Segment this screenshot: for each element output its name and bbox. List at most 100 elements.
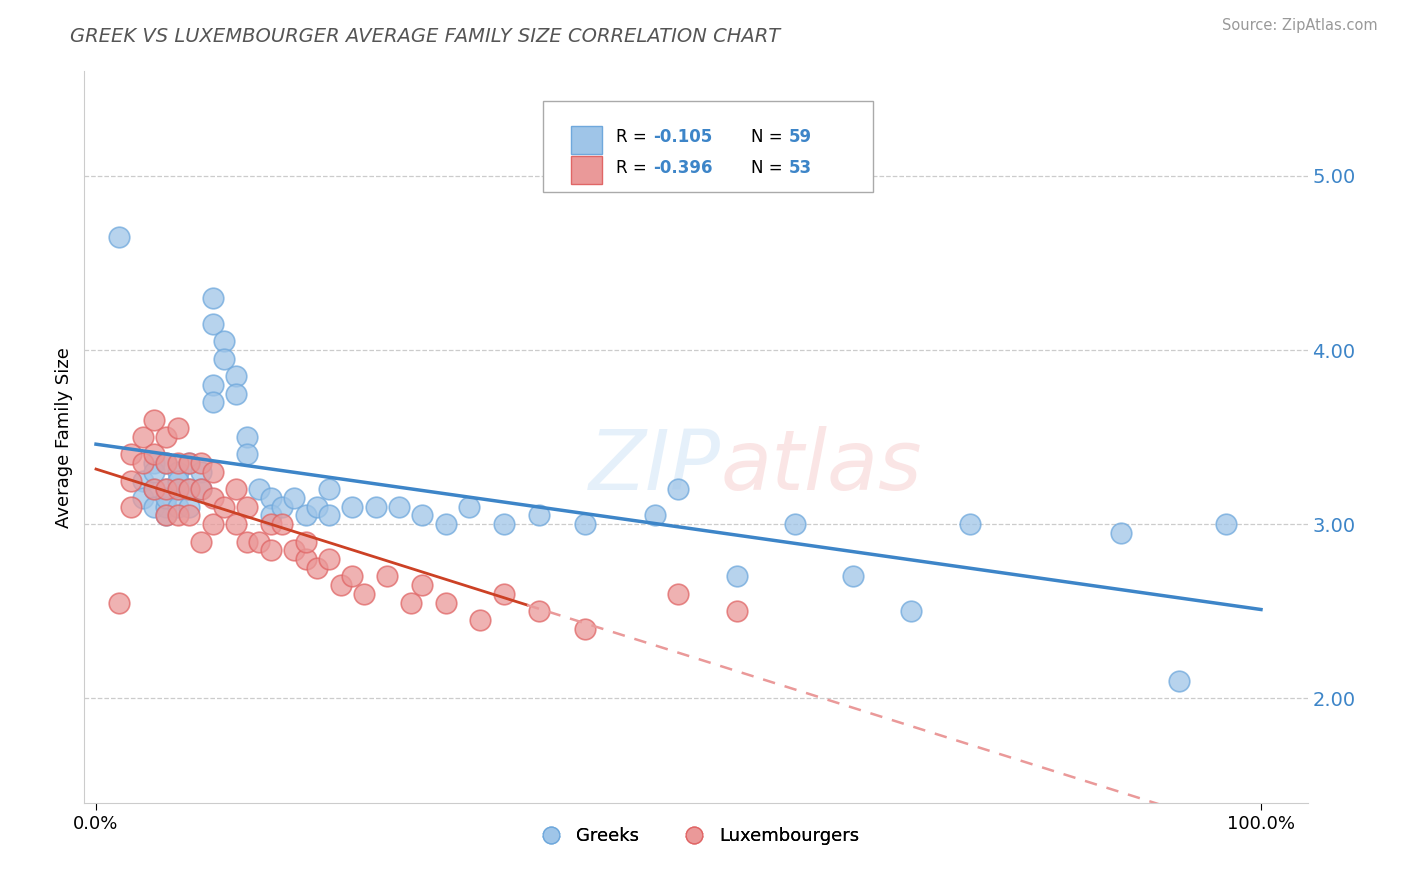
Greeks [668,483,690,497]
Luxembourgers [353,587,375,601]
Luxembourgers [155,508,177,523]
Luxembourgers [470,613,492,627]
Text: atlas: atlas [720,425,922,507]
Greeks [364,500,387,514]
Luxembourgers [201,491,224,505]
Greeks [179,500,201,514]
Greeks [166,483,188,497]
Luxembourgers [307,560,329,574]
Luxembourgers [166,508,188,523]
Luxembourgers [166,421,188,435]
Greeks [900,604,922,618]
Luxembourgers [399,595,422,609]
Greeks [143,456,166,470]
Greeks [155,508,177,523]
Greeks [457,500,479,514]
Greeks [842,569,865,583]
Greeks [166,465,188,479]
Luxembourgers [131,430,153,444]
Luxembourgers [190,534,212,549]
Luxembourgers [527,604,550,618]
Luxembourgers [190,483,212,497]
Greeks [236,448,259,462]
Luxembourgers [108,595,131,609]
Luxembourgers [725,604,748,618]
Luxembourgers [434,595,457,609]
Text: 53: 53 [789,159,813,177]
Greeks [318,483,340,497]
Greeks [212,351,235,366]
Luxembourgers [668,587,690,601]
Greeks [201,317,224,331]
Luxembourgers [143,483,166,497]
Luxembourgers [492,587,515,601]
Text: ZIP: ZIP [589,425,720,507]
Luxembourgers [120,448,142,462]
FancyBboxPatch shape [543,101,873,192]
Text: -0.105: -0.105 [654,128,713,146]
Greeks [201,377,224,392]
Luxembourgers [294,552,316,566]
Luxembourgers [201,465,224,479]
Greeks [725,569,748,583]
Luxembourgers [166,456,188,470]
Greeks [342,500,364,514]
Greeks [212,334,235,349]
Greeks [155,483,177,497]
Luxembourgers [236,500,259,514]
Greeks [166,474,188,488]
Greeks [166,500,188,514]
FancyBboxPatch shape [571,156,602,184]
Greeks [294,508,316,523]
Luxembourgers [179,456,201,470]
Greeks [411,508,433,523]
Greeks [434,517,457,532]
Greeks [190,465,212,479]
Greeks [247,483,270,497]
Greeks [783,517,806,532]
Greeks [179,456,201,470]
Luxembourgers [166,483,188,497]
Greeks [260,491,283,505]
Luxembourgers [143,448,166,462]
Luxembourgers [131,456,153,470]
Luxembourgers [260,517,283,532]
Greeks [271,500,294,514]
Luxembourgers [260,543,283,558]
Greeks [1109,525,1132,540]
Greeks [225,369,247,384]
Luxembourgers [190,456,212,470]
Greeks [201,291,224,305]
Luxembourgers [574,622,596,636]
Greeks [1215,517,1237,532]
Text: R =: R = [616,128,652,146]
Luxembourgers [342,569,364,583]
Text: Source: ZipAtlas.com: Source: ZipAtlas.com [1222,18,1378,33]
Greeks [131,474,153,488]
Text: GREEK VS LUXEMBOURGER AVERAGE FAMILY SIZE CORRELATION CHART: GREEK VS LUXEMBOURGER AVERAGE FAMILY SIZ… [70,27,780,45]
Greeks [201,395,224,409]
Luxembourgers [294,534,316,549]
Greeks [388,500,411,514]
Luxembourgers [225,517,247,532]
Greeks [179,483,201,497]
Text: N =: N = [751,128,787,146]
Luxembourgers [120,500,142,514]
Greeks [236,430,259,444]
Luxembourgers [236,534,259,549]
Luxembourgers [375,569,398,583]
Luxembourgers [179,508,201,523]
Luxembourgers [212,500,235,514]
Greeks [143,483,166,497]
Luxembourgers [201,517,224,532]
FancyBboxPatch shape [571,126,602,153]
Y-axis label: Average Family Size: Average Family Size [55,347,73,527]
Greeks [225,386,247,401]
Text: 59: 59 [789,128,813,146]
Greeks [155,491,177,505]
Greeks [959,517,981,532]
Greeks [527,508,550,523]
Luxembourgers [143,412,166,426]
Luxembourgers [179,483,201,497]
Greeks [283,491,305,505]
